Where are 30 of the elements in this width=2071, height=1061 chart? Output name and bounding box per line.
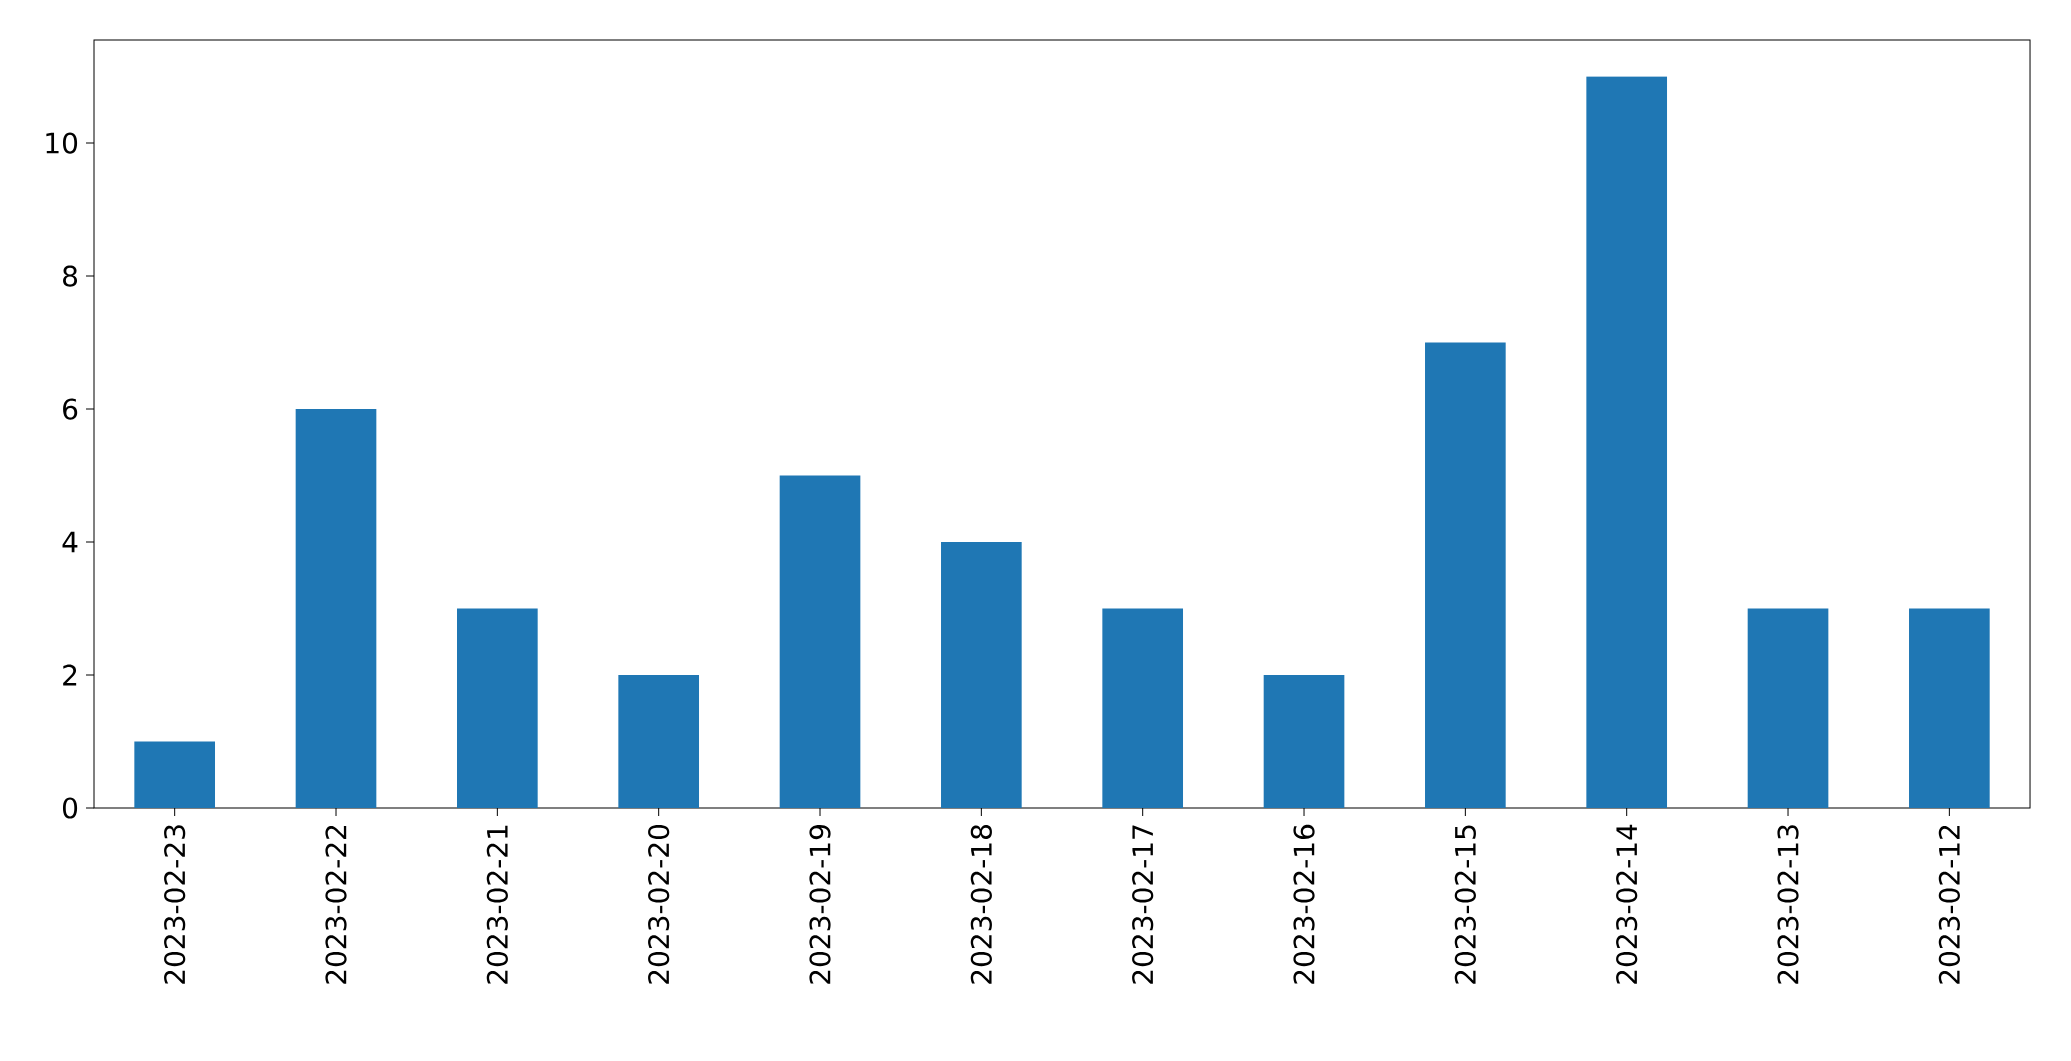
- x-tick-label: 2023-02-13: [1777, 825, 1799, 984]
- bar: [457, 608, 538, 808]
- x-tick-label: 2023-02-20: [648, 824, 670, 984]
- x-tick-label: 2023-02-17: [1132, 825, 1154, 984]
- bar: [295, 409, 377, 808]
- x-tick-label: 2023-02-23: [164, 825, 186, 984]
- bar: [1102, 608, 1184, 808]
- y-tick-label: 0: [62, 797, 78, 819]
- y-tick-label: 8: [63, 265, 78, 287]
- bar: [618, 675, 700, 808]
- bar: [1586, 76, 1668, 808]
- x-tick-label: 2023-02-14: [1616, 824, 1638, 984]
- y-tick-label: 10: [46, 132, 78, 154]
- x-tick-label: 2023-02-12: [1938, 825, 1960, 984]
- bar: [1909, 608, 1990, 808]
- x-tick-label: 2023-02-21: [486, 825, 508, 984]
- bar: [1747, 608, 1829, 808]
- bar: [1263, 675, 1345, 808]
- x-tick-label: 2023-02-22: [325, 825, 347, 984]
- bar: [134, 741, 216, 808]
- x-tick-label: 2023-02-15: [1454, 825, 1476, 984]
- y-tick-label: 6: [63, 398, 78, 420]
- x-tick-label: 2023-02-16: [1293, 824, 1315, 984]
- bar: [941, 542, 1022, 808]
- x-tick-label: 2023-02-18: [970, 825, 992, 984]
- bar: [779, 475, 861, 808]
- y-tick-label: 2: [63, 664, 77, 686]
- y-tick-label: 4: [62, 531, 78, 553]
- x-tick-label: 2023-02-19: [809, 825, 831, 984]
- bar: [1425, 342, 1506, 808]
